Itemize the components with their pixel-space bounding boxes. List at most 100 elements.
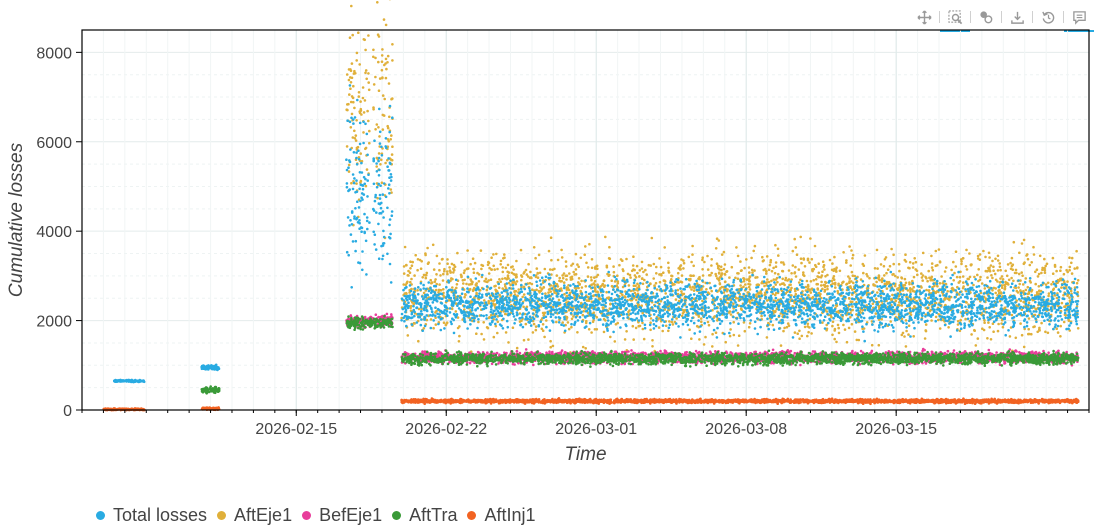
data-point (789, 280, 793, 283)
data-point (362, 175, 366, 179)
data-point (647, 263, 651, 267)
data-point (885, 287, 889, 290)
data-point (602, 330, 606, 334)
data-point (346, 119, 349, 122)
data-point (649, 321, 652, 325)
data-point (849, 300, 852, 304)
data-point (386, 138, 390, 141)
data-point (588, 309, 592, 313)
data-point (520, 274, 523, 277)
data-point (431, 243, 435, 247)
hover-tool[interactable] (973, 5, 999, 29)
data-point (529, 324, 533, 327)
data-point (400, 312, 404, 316)
data-point (362, 111, 366, 114)
data-point (749, 319, 752, 322)
data-point (913, 326, 916, 330)
reset-tool[interactable] (1035, 5, 1061, 29)
data-point (875, 280, 878, 284)
data-point (353, 69, 356, 73)
data-point (520, 290, 524, 294)
data-point (353, 129, 356, 133)
data-point (988, 326, 991, 329)
data-point (914, 293, 918, 296)
data-point (619, 326, 622, 329)
data-point (573, 273, 576, 276)
data-point (667, 271, 671, 274)
data-point (771, 287, 774, 291)
data-point (520, 278, 523, 282)
data-point (809, 280, 813, 283)
reset-icon (1041, 11, 1054, 24)
save-tool[interactable] (1004, 5, 1030, 29)
data-point (885, 271, 888, 275)
data-point (408, 271, 412, 275)
data-point (636, 271, 639, 275)
help-tool[interactable] (1064, 5, 1094, 32)
data-point (346, 216, 350, 219)
data-point (655, 272, 658, 275)
data-point (920, 263, 923, 266)
data-point (512, 268, 515, 271)
data-point (889, 270, 893, 274)
data-point (602, 317, 606, 321)
data-point (390, 153, 394, 156)
data-point (908, 266, 911, 270)
data-point (391, 59, 394, 62)
data-point (796, 332, 799, 336)
data-point (809, 291, 813, 294)
data-point (994, 291, 997, 295)
data-point (645, 273, 648, 276)
data-point (605, 290, 608, 294)
data-point (1053, 325, 1057, 329)
data-point (904, 319, 908, 322)
data-point (357, 149, 360, 152)
data-point (714, 247, 718, 250)
data-point (825, 310, 829, 313)
data-point (346, 108, 349, 112)
data-point (507, 341, 510, 344)
data-point (389, 179, 393, 182)
data-point (735, 246, 738, 249)
data-point (1030, 312, 1033, 316)
data-point (586, 275, 590, 278)
data-point (386, 54, 390, 58)
pan-tool[interactable] (911, 5, 937, 29)
data-point (909, 290, 912, 294)
data-point (1035, 291, 1039, 294)
data-point (828, 258, 832, 262)
data-point (438, 262, 441, 265)
data-point (755, 283, 759, 287)
data-point (1051, 272, 1055, 276)
data-point (985, 306, 988, 310)
data-point (510, 271, 514, 275)
box-zoom-tool[interactable] (940, 5, 970, 32)
data-point (477, 320, 480, 324)
data-point (426, 293, 430, 297)
data-point (800, 295, 803, 298)
data-point (1043, 257, 1046, 261)
data-point (726, 301, 729, 305)
data-point (1020, 291, 1023, 295)
data-point (504, 331, 508, 334)
data-point (613, 290, 617, 294)
data-point (970, 297, 973, 301)
data-point (607, 257, 611, 260)
data-point (783, 287, 786, 291)
data-point (412, 304, 415, 308)
data-point (949, 335, 952, 338)
data-point (566, 288, 570, 291)
data-point (372, 182, 376, 186)
data-point (765, 269, 768, 273)
data-point (1030, 261, 1033, 264)
data-point (655, 265, 658, 269)
data-point (950, 268, 953, 272)
data-point (720, 272, 724, 275)
toolbar-separator (1032, 11, 1033, 23)
data-point (907, 319, 911, 323)
data-point (367, 119, 370, 123)
data-point (946, 290, 949, 293)
data-point (387, 157, 390, 160)
data-point (801, 279, 804, 283)
data-point (767, 280, 771, 284)
